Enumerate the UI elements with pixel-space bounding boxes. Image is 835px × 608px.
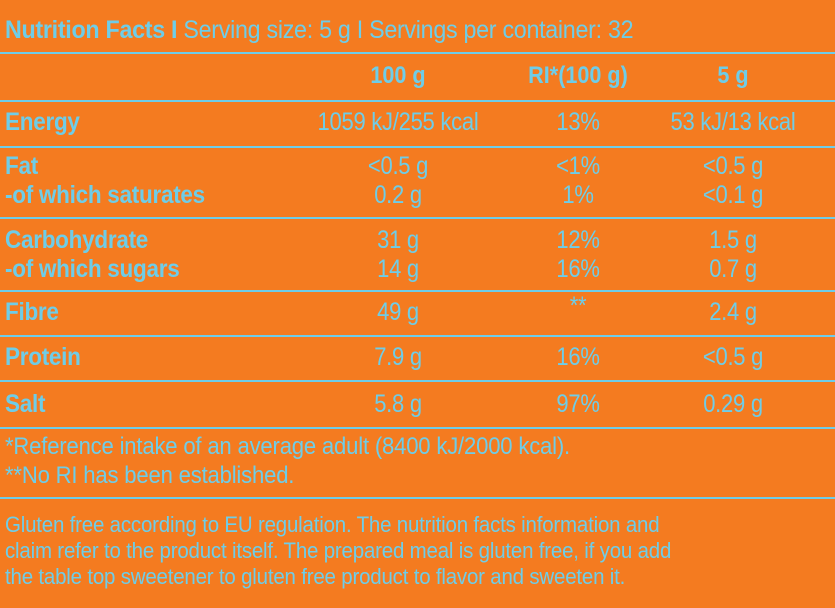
divider-salt: [0, 427, 835, 429]
gluten-note-line-3: the table top sweetener to gluten free p…: [5, 564, 626, 589]
cell-sugars-ri: 16%: [556, 255, 600, 283]
row-label-salt: Salt: [5, 390, 46, 418]
gluten-note-line-2: claim refer to the product itself. The p…: [5, 538, 672, 563]
divider-energy: [0, 146, 835, 148]
row-label-carbohydrate: Carbohydrate: [5, 226, 149, 254]
divider-fat: [0, 217, 835, 219]
cell-fat-100g: <0.5 g: [367, 152, 429, 180]
cell-energy-ri: 13%: [556, 108, 600, 136]
cell-salt-100g: 5.8 g: [374, 390, 422, 418]
divider-carbohydrate: [0, 290, 835, 292]
row-label-protein: Protein: [5, 343, 81, 371]
cell-carbohydrate-ri: 12%: [556, 226, 600, 254]
cell-saturates-ri: 1%: [562, 181, 594, 209]
cell-fibre-serving: 2.4 g: [709, 298, 757, 326]
cell-fibre-100g: 49 g: [377, 298, 419, 326]
column-header-serving: 5 g: [717, 62, 749, 89]
cell-fibre-ri: **: [569, 292, 587, 320]
divider-title: [0, 52, 835, 54]
cell-energy-100g: 1059 kJ/255 kcal: [317, 108, 479, 136]
divider-header: [0, 100, 835, 102]
column-header-100g: 100 g: [370, 62, 426, 89]
row-label-fibre: Fibre: [5, 298, 59, 326]
nutrition-title-line: Nutrition Facts I Serving size: 5 g I Se…: [5, 16, 634, 44]
cell-salt-ri: 97%: [556, 390, 600, 418]
serving-info: Serving size: 5 g I Servings per contain…: [183, 16, 634, 44]
cell-sugars-serving: 0.7 g: [709, 255, 757, 283]
row-label-sugars: -of which sugars: [5, 255, 180, 283]
cell-energy-serving: 53 kJ/13 kcal: [670, 108, 796, 136]
cell-saturates-serving: <0.1 g: [702, 181, 764, 209]
nutrition-title: Nutrition Facts I: [5, 16, 178, 44]
column-header-ri: RI*(100 g): [528, 62, 628, 89]
row-label-saturates: -of which saturates: [5, 181, 205, 209]
footnote-reference-intake: *Reference intake of an average adult (8…: [5, 433, 570, 460]
footnote-no-ri: **No RI has been established.: [5, 462, 295, 489]
row-label-energy: Energy: [5, 108, 80, 136]
cell-protein-100g: 7.9 g: [374, 343, 422, 371]
cell-sugars-100g: 14 g: [377, 255, 419, 283]
cell-carbohydrate-serving: 1.5 g: [709, 226, 757, 254]
gluten-note-line-1: Gluten free according to EU regulation. …: [5, 512, 660, 537]
cell-protein-ri: 16%: [556, 343, 600, 371]
cell-carbohydrate-100g: 31 g: [377, 226, 419, 254]
cell-saturates-100g: 0.2 g: [374, 181, 422, 209]
divider-protein: [0, 380, 835, 382]
cell-salt-serving: 0.29 g: [703, 390, 763, 418]
cell-protein-serving: <0.5 g: [702, 343, 764, 371]
divider-fibre: [0, 335, 835, 337]
divider-footnotes: [0, 497, 835, 499]
row-label-fat: Fat: [5, 152, 38, 180]
cell-fat-serving: <0.5 g: [702, 152, 764, 180]
cell-fat-ri: <1%: [556, 152, 600, 180]
